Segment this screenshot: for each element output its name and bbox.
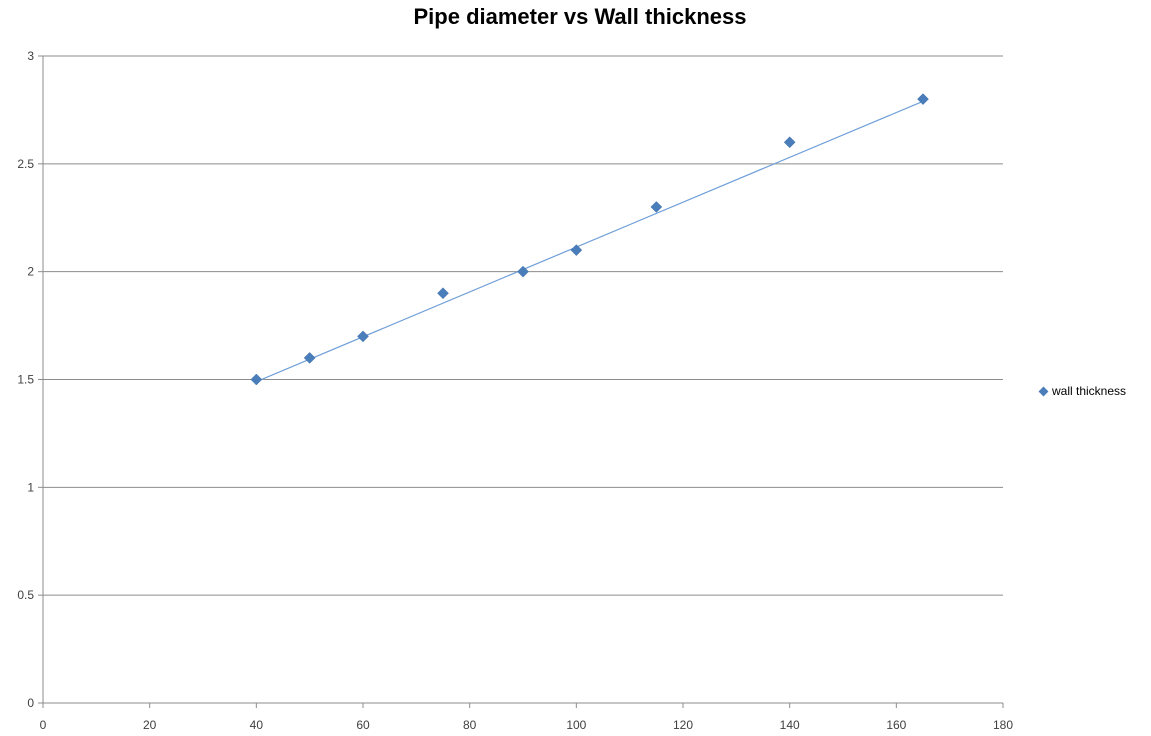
y-tick-label: 2.5 [17, 157, 34, 171]
x-tick-label: 140 [780, 718, 800, 732]
x-tick-label: 20 [143, 718, 157, 732]
y-tick-label: 0.5 [17, 588, 34, 602]
x-tick-label: 60 [356, 718, 370, 732]
axes [42, 56, 1004, 708]
y-tick-label: 2 [27, 265, 34, 279]
y-tick-label: 1.5 [17, 373, 34, 387]
y-tick-label: 3 [27, 49, 34, 63]
data-point [917, 93, 929, 105]
legend-marker-icon [1038, 386, 1049, 396]
y-tick-label: 1 [27, 480, 34, 494]
data-point [303, 352, 316, 364]
data-point [517, 265, 529, 278]
x-tick-label: 120 [673, 718, 693, 732]
chart-title: Pipe diameter vs Wall thickness [413, 4, 747, 29]
trendline-layer [256, 100, 924, 383]
y-tick-labels: 0 0.5 1 1.5 2 2.5 3 [17, 49, 34, 710]
x-tick-label: 80 [463, 718, 477, 732]
gridlines [38, 55, 1003, 704]
x-tick-label: 100 [566, 718, 586, 732]
data-point [650, 201, 663, 213]
data-point [357, 330, 369, 343]
trendline [256, 100, 924, 383]
data-point [783, 136, 796, 149]
y-tick-label: 0 [27, 696, 34, 710]
data-point [250, 373, 263, 386]
data-point [570, 244, 583, 256]
x-tick-label: 0 [40, 718, 47, 732]
data-points [250, 93, 929, 386]
x-tick-label: 180 [993, 718, 1013, 732]
x-tick-labels: 0 20 40 60 80 100 120 140 160 180 [40, 718, 1014, 732]
x-tick-label: 160 [886, 718, 906, 732]
data-point [437, 287, 449, 300]
legend-label: wall thickness [1052, 384, 1127, 398]
x-tick-label: 40 [250, 718, 264, 732]
legend: wall thickness [1038, 384, 1127, 398]
